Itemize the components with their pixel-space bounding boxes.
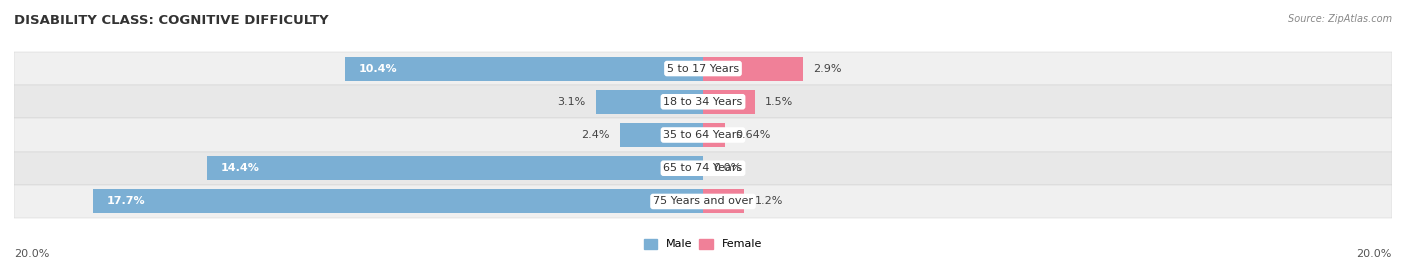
Text: DISABILITY CLASS: COGNITIVE DIFFICULTY: DISABILITY CLASS: COGNITIVE DIFFICULTY xyxy=(14,14,329,26)
Bar xyxy=(703,190,744,213)
Bar xyxy=(14,185,1392,218)
Text: 2.4%: 2.4% xyxy=(582,130,610,140)
Text: 17.7%: 17.7% xyxy=(107,197,146,207)
Bar xyxy=(14,85,1392,118)
Bar xyxy=(93,190,703,213)
Text: 0.64%: 0.64% xyxy=(735,130,770,140)
Text: 5 to 17 Years: 5 to 17 Years xyxy=(666,63,740,73)
Bar xyxy=(14,52,1392,85)
Bar xyxy=(344,57,703,80)
Bar xyxy=(596,90,703,114)
Text: 65 to 74 Years: 65 to 74 Years xyxy=(664,163,742,173)
Text: 1.2%: 1.2% xyxy=(755,197,783,207)
Bar xyxy=(703,123,725,147)
Text: 75 Years and over: 75 Years and over xyxy=(652,197,754,207)
Text: 20.0%: 20.0% xyxy=(14,249,49,259)
Text: 18 to 34 Years: 18 to 34 Years xyxy=(664,97,742,107)
Legend: Male, Female: Male, Female xyxy=(640,234,766,254)
Bar xyxy=(14,118,1392,152)
Text: Source: ZipAtlas.com: Source: ZipAtlas.com xyxy=(1288,14,1392,23)
Text: 35 to 64 Years: 35 to 64 Years xyxy=(664,130,742,140)
Text: 20.0%: 20.0% xyxy=(1357,249,1392,259)
Text: 14.4%: 14.4% xyxy=(221,163,260,173)
Bar xyxy=(703,90,755,114)
Bar xyxy=(14,152,1392,185)
Text: 10.4%: 10.4% xyxy=(359,63,396,73)
Text: 0.0%: 0.0% xyxy=(713,163,741,173)
Text: 3.1%: 3.1% xyxy=(558,97,586,107)
Bar xyxy=(207,156,703,180)
Bar xyxy=(703,57,803,80)
Bar xyxy=(620,123,703,147)
Text: 2.9%: 2.9% xyxy=(813,63,842,73)
Text: 1.5%: 1.5% xyxy=(765,97,793,107)
